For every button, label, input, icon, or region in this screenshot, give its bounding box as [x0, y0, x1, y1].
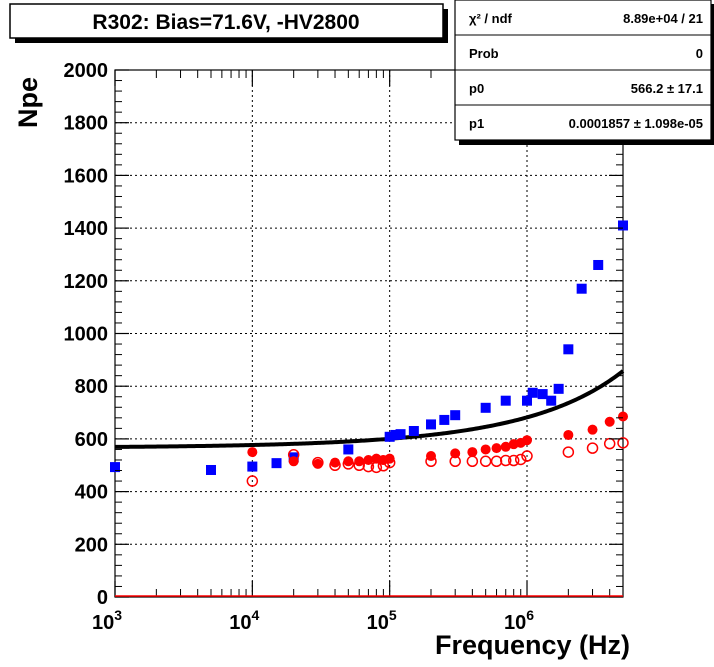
data-point-open-circle: [466, 455, 479, 468]
x-tick-label: 103: [92, 607, 122, 634]
data-point-filled-circle: [467, 447, 478, 458]
fit-curve: [114, 369, 625, 449]
y-axis-label: Npe: [13, 77, 43, 128]
data-point-open-circle: [329, 459, 341, 471]
stats-value: 0: [696, 46, 703, 61]
data-point-square: [384, 431, 395, 442]
data-point-square: [537, 389, 548, 400]
stats-value: 8.89e+04 / 21: [623, 11, 703, 26]
x-tick-label: 105: [367, 607, 397, 634]
data-point-square: [110, 462, 120, 473]
data-point-square: [522, 395, 533, 406]
title-box: R302: Bias=71.6V, -HV2800: [9, 3, 448, 43]
data-point-open-circle: [370, 461, 383, 474]
data-point-square: [439, 414, 450, 425]
y-tick-label: 0: [97, 587, 108, 609]
data-point-square: [618, 220, 628, 231]
data-point-open-circle: [586, 442, 599, 454]
data-point-filled-circle: [480, 444, 491, 455]
data-point-square: [395, 429, 406, 440]
y-tick-label: 1600: [64, 165, 109, 187]
data-point-square: [500, 395, 511, 406]
data-point-open-circle: [425, 455, 437, 468]
data-point-square: [593, 259, 604, 270]
y-tick-label: 200: [75, 534, 108, 556]
stats-label: p1: [469, 116, 484, 131]
data-point-square: [450, 410, 461, 421]
data-point-filled-circle: [522, 435, 533, 446]
data-point-open-circle: [507, 454, 520, 467]
data-point-square: [205, 464, 216, 475]
data-point-open-circle: [287, 448, 300, 461]
data-point-filled-circle: [500, 441, 511, 452]
data-point-open-circle: [383, 456, 396, 469]
x-tick-label: 106: [504, 607, 534, 634]
data-point-square: [426, 419, 437, 430]
x-axis-label: Frequency (Hz): [435, 630, 630, 660]
data-point-square: [480, 402, 491, 413]
data-point-filled-circle: [491, 443, 502, 454]
y-tick-label: 2000: [64, 60, 109, 82]
data-point-square: [563, 344, 574, 355]
data-point-filled-circle: [384, 453, 395, 464]
stats-label: p0: [469, 81, 484, 96]
stats-label: χ² / ndf: [469, 11, 513, 26]
data-point-square: [271, 458, 282, 469]
data-point-filled-circle: [618, 411, 628, 422]
data-point-open-circle: [514, 453, 527, 466]
y-tick-label: 1200: [64, 271, 109, 293]
data-point-square: [527, 387, 538, 398]
data-point-open-circle: [246, 475, 259, 487]
y-tick-label: 600: [75, 429, 108, 451]
data-point-open-circle: [479, 455, 492, 468]
data-point-filled-circle: [247, 447, 258, 458]
data-point-filled-circle: [354, 456, 365, 467]
stats-value: 0.0001857 ± 1.098e-05: [569, 116, 703, 131]
data-point-square: [247, 461, 258, 472]
data-point-filled-circle: [587, 424, 598, 435]
chart-title: R302: Bias=71.6V, -HV2800: [92, 11, 359, 34]
data-point-square: [553, 383, 564, 394]
stats-box: χ² / ndf 8.89e+04 / 21 Prob 0 p0 566.2 ± 17.1…: [454, 0, 714, 145]
x-tick-label: 104: [229, 607, 259, 634]
data-point-open-circle: [521, 450, 533, 462]
data-point-open-circle: [362, 460, 375, 473]
plot-frame: [114, 69, 624, 598]
data-point-square: [390, 429, 401, 440]
points-layer: [110, 220, 629, 487]
data-point-filled-circle: [450, 448, 461, 459]
data-point-open-circle: [617, 437, 629, 449]
data-point-open-circle: [377, 460, 390, 472]
y-tick-label: 400: [75, 482, 108, 504]
y-tick-label: 800: [75, 376, 108, 398]
data-point-square: [576, 283, 587, 294]
data-point-square: [343, 444, 354, 455]
data-point-open-circle: [499, 454, 512, 467]
data-point-filled-circle: [604, 416, 615, 427]
data-point-open-circle: [312, 456, 324, 469]
data-point-filled-circle: [563, 429, 574, 440]
y-tick-label: 1800: [64, 113, 109, 135]
stats-label: Prob: [469, 46, 499, 61]
data-point-open-circle: [449, 455, 461, 468]
data-point-square: [408, 425, 419, 436]
y-tick-label: 1400: [64, 218, 109, 240]
fit-layer: [114, 369, 625, 449]
stats-value: 566.2 ± 17.1: [631, 81, 703, 96]
data-point-square: [546, 395, 557, 406]
data-point-open-circle: [562, 446, 575, 458]
y-tick-label: 1000: [64, 324, 109, 346]
data-point-open-circle: [342, 458, 355, 470]
